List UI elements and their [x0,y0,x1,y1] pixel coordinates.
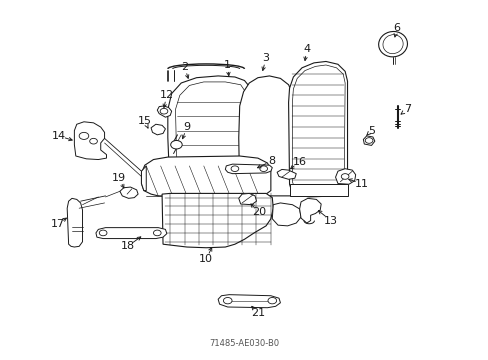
Text: 15: 15 [138,116,151,126]
Circle shape [89,138,97,144]
Polygon shape [120,187,138,198]
Text: 1: 1 [224,60,231,70]
Text: 16: 16 [292,157,306,167]
Text: 14: 14 [51,131,65,141]
Text: 17: 17 [50,219,64,229]
Circle shape [153,230,161,236]
Polygon shape [299,198,321,223]
Polygon shape [157,106,171,117]
Text: 2: 2 [181,62,188,72]
Polygon shape [74,122,106,159]
Polygon shape [277,170,296,179]
Circle shape [79,132,89,139]
Polygon shape [141,166,146,190]
Circle shape [259,166,267,171]
Circle shape [160,108,167,114]
Text: 13: 13 [323,216,337,226]
Text: 9: 9 [183,122,190,132]
Circle shape [170,140,182,149]
Polygon shape [167,76,251,196]
Text: 19: 19 [112,173,126,183]
Circle shape [365,138,372,143]
Polygon shape [335,169,355,184]
Polygon shape [218,294,280,308]
Text: 20: 20 [251,207,265,217]
Circle shape [267,297,276,304]
Text: 10: 10 [199,255,213,264]
Polygon shape [238,76,293,196]
Polygon shape [238,193,256,205]
Text: 12: 12 [160,90,174,100]
Text: 6: 6 [392,23,400,33]
Text: 5: 5 [367,126,374,136]
Text: 4: 4 [303,45,310,54]
Text: 7: 7 [403,104,410,114]
Text: 3: 3 [262,53,269,63]
Polygon shape [67,198,82,247]
Circle shape [231,166,238,171]
Polygon shape [141,156,270,196]
Polygon shape [363,136,374,145]
Circle shape [99,230,107,236]
Polygon shape [162,193,273,248]
Polygon shape [289,184,347,196]
Circle shape [341,174,348,179]
Polygon shape [288,62,347,197]
Text: 71485-AE030-B0: 71485-AE030-B0 [209,338,279,348]
Polygon shape [151,124,165,135]
Text: 11: 11 [354,179,368,189]
Polygon shape [225,164,272,174]
Ellipse shape [378,31,407,57]
Text: 8: 8 [268,156,275,166]
Text: 21: 21 [250,309,264,318]
Text: 18: 18 [120,241,134,251]
Polygon shape [272,203,301,226]
Polygon shape [96,228,166,239]
Circle shape [223,297,232,304]
